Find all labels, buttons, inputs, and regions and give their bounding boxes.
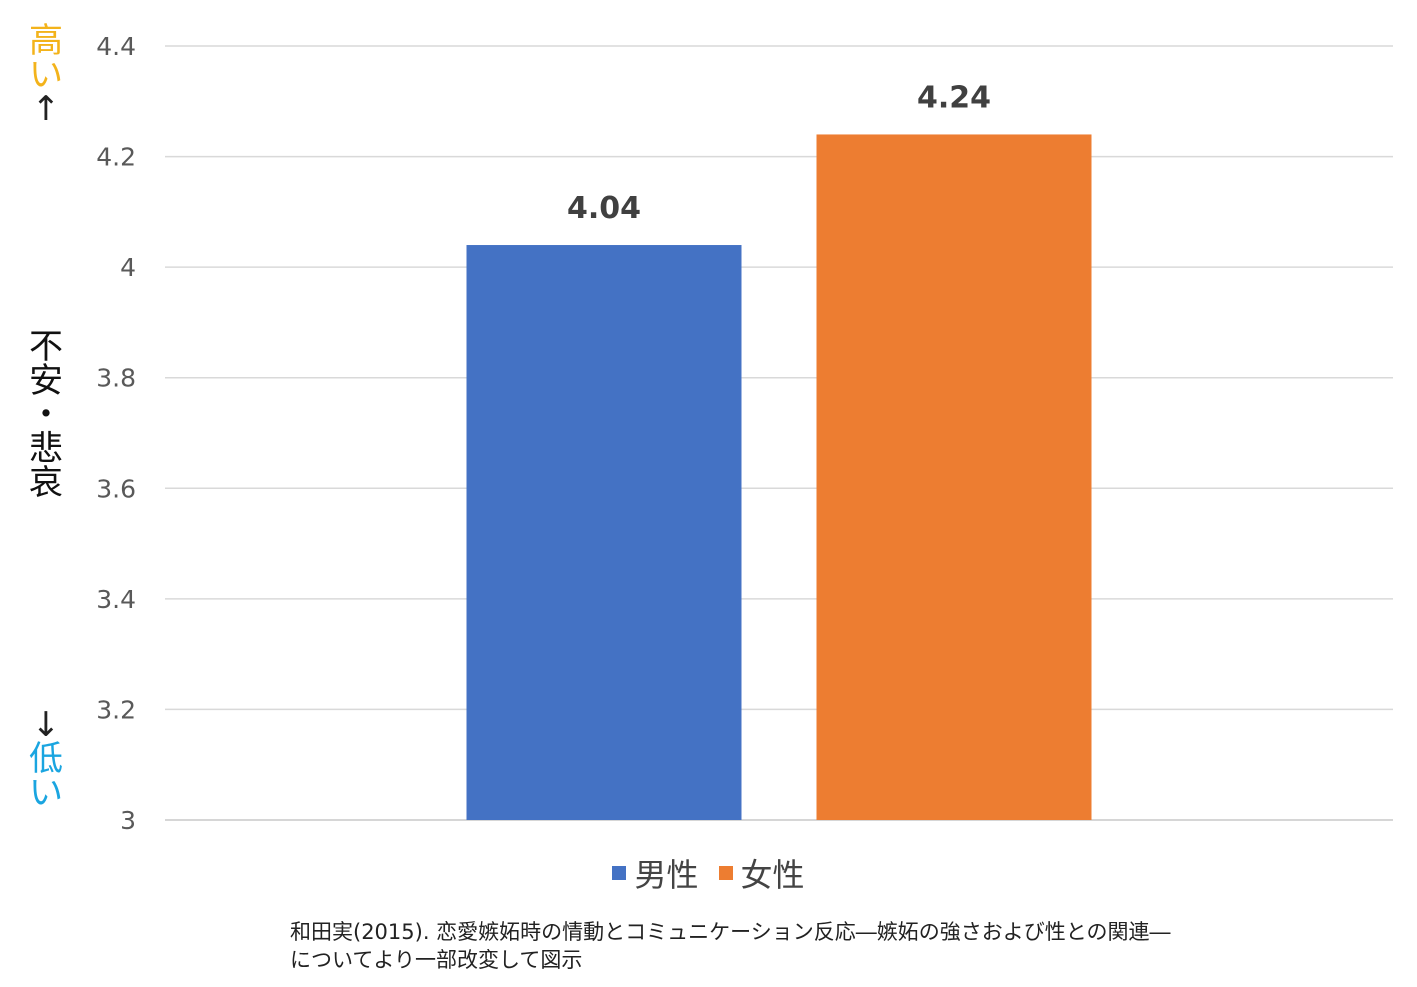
y-label-high-char-2: い — [29, 55, 63, 95]
source-citation: 和田実(2015). 恋愛嫉妬時の情動とコミュニケーション反応―嫉妬の強さおよび… — [290, 918, 1390, 974]
bar-female — [816, 134, 1092, 820]
y-tick-label: 4.4 — [96, 32, 136, 61]
legend-swatch-female — [718, 866, 733, 880]
y-label-high: 高 い ↑ — [22, 24, 70, 126]
source-line-2: についてより一部改変して図示 — [290, 948, 583, 972]
y-axis-title-char-4: 悲 — [29, 429, 63, 469]
y-axis-title-char-5: 哀 — [29, 463, 63, 503]
gridlines — [165, 45, 1393, 821]
y-tick-label: 3 — [120, 806, 136, 835]
y-label-low-char-2: い — [29, 773, 63, 813]
legend-label-female: 女性 — [740, 856, 805, 894]
data-label-male: 4.04 — [567, 191, 641, 226]
bar-male — [466, 245, 742, 820]
y-tick-label: 3.6 — [96, 474, 136, 503]
source-line-1: 和田実(2015). 恋愛嫉妬時の情動とコミュニケーション反応―嫉妬の強さおよび… — [290, 920, 1171, 944]
y-tick-label: 3.4 — [96, 585, 136, 614]
y-tick-label: 4 — [120, 253, 136, 282]
y-tick-label: 3.8 — [96, 364, 136, 393]
y-axis-title-char-3: ・ — [29, 395, 63, 435]
down-arrow-icon: ↓ — [31, 705, 61, 745]
y-label-low-char-1: 低 — [29, 739, 63, 779]
up-arrow-icon: ↑ — [31, 89, 61, 129]
data-label-female: 4.24 — [917, 80, 991, 115]
y-tick-label: 3.2 — [96, 695, 136, 724]
bars — [466, 134, 1092, 820]
data-labels: 4.04 4.24 — [567, 80, 991, 226]
legend-item-female: 女性 — [718, 850, 805, 896]
y-axis-title: 不 安 ・ 悲 哀 — [22, 330, 70, 500]
y-label-low: ↓ 低 い — [22, 708, 70, 810]
legend-swatch-male — [612, 866, 627, 880]
y-axis-title-char-2: 安 — [29, 361, 63, 401]
y-label-high-char-1: 高 — [29, 21, 63, 61]
y-tick-label: 4.2 — [96, 143, 136, 172]
legend-item-male: 男性 — [612, 850, 699, 896]
y-axis-title-char-1: 不 — [29, 327, 63, 367]
legend-label-male: 男性 — [634, 856, 699, 894]
legend: 男性 女性 — [0, 850, 1417, 896]
y-axis-ticks: 3 3.2 3.4 3.6 3.8 4 4.2 4.4 — [96, 32, 136, 835]
